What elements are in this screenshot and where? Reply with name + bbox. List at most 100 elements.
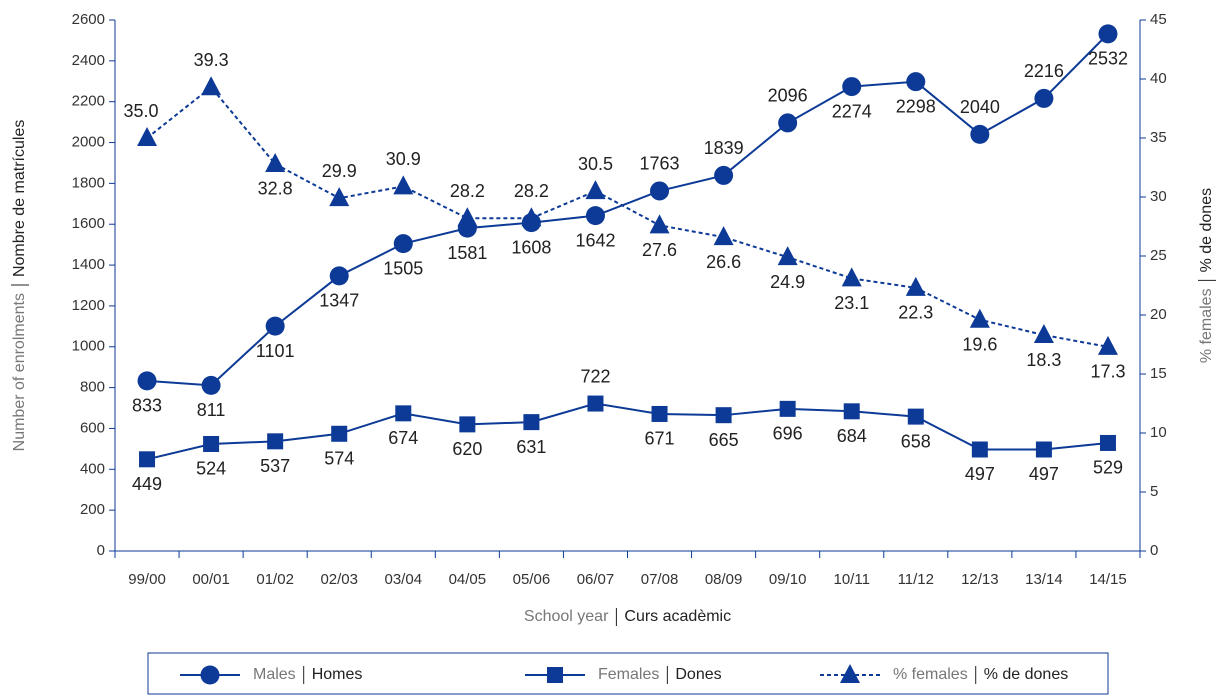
data-label: 2274 (832, 101, 872, 121)
y-tick-label: 1000 (72, 338, 105, 355)
y2-tick-label: 0 (1150, 542, 1158, 559)
x-tick-label: 05/06 (513, 571, 551, 588)
marker (777, 246, 798, 266)
marker (137, 127, 158, 146)
x-tick-label: 00/01 (192, 571, 230, 588)
marker (200, 665, 220, 685)
data-label: 674 (388, 428, 418, 448)
y-tick-label: 0 (97, 542, 105, 559)
y-tick-label: 2400 (72, 52, 105, 69)
marker (649, 214, 670, 234)
x-axis-title-en: School year (524, 608, 609, 625)
data-label: 833 (132, 396, 162, 416)
data-label: 665 (709, 430, 739, 450)
marker (779, 400, 796, 417)
y-tick-label: 2200 (72, 93, 105, 110)
data-label: 1608 (511, 237, 551, 257)
data-label: 32.8 (258, 179, 293, 199)
marker (265, 152, 286, 172)
series-line (146, 402, 1109, 461)
data-label: 537 (260, 456, 290, 476)
data-label: 2216 (1024, 61, 1064, 81)
y2-tick-label: 5 (1150, 483, 1158, 500)
data-label: 17.3 (1090, 362, 1125, 382)
marker (587, 395, 604, 412)
legend-label: % females (893, 666, 968, 683)
y2-axis-title-ca: % de dones (1198, 188, 1215, 273)
marker (585, 180, 606, 200)
legend-label-ca: Dones (675, 666, 721, 683)
data-label: 497 (1029, 464, 1059, 484)
data-label: 684 (837, 426, 867, 446)
y-tick-label: 2000 (72, 134, 105, 151)
x-axis-title-ca: Curs acadèmic (624, 608, 731, 625)
x-tick-label: 09/10 (769, 571, 807, 588)
marker (650, 181, 670, 201)
x-tick-label: 07/08 (641, 571, 679, 588)
data-label: 1505 (383, 258, 423, 278)
y2-axis-title-en: % females (1198, 288, 1215, 363)
marker (201, 76, 222, 96)
legend-label: Females (598, 666, 659, 683)
data-label: 27.6 (642, 240, 677, 260)
x-tick-label: 03/04 (385, 571, 423, 588)
y-tick-label: 1200 (72, 297, 105, 314)
data-label: 1101 (256, 341, 295, 361)
y-tick-label: 400 (80, 460, 105, 477)
data-label: 30.9 (386, 149, 421, 169)
data-label: 658 (901, 431, 931, 451)
data-label: 30.5 (578, 154, 613, 174)
data-label: 1347 (319, 291, 359, 311)
y2-tick-label: 25 (1150, 247, 1167, 264)
marker (137, 371, 157, 391)
data-label: 26.6 (706, 252, 741, 272)
data-label: 28.2 (450, 181, 485, 201)
data-label: 696 (773, 424, 803, 444)
marker (1033, 324, 1054, 344)
y2-tick-label: 40 (1150, 70, 1167, 87)
marker (714, 165, 734, 185)
legend-label-ca: Homes (312, 666, 363, 683)
data-label: 2040 (960, 97, 1000, 117)
marker (840, 664, 860, 683)
marker (521, 207, 542, 227)
data-label: 1581 (447, 243, 487, 263)
marker (1099, 434, 1116, 451)
series-line (146, 33, 1109, 387)
data-label: 1763 (640, 154, 680, 174)
data-label: 22.3 (898, 303, 933, 323)
x-tick-label: 02/03 (320, 571, 358, 588)
marker (1035, 441, 1052, 458)
y-tick-label: 600 (80, 419, 105, 436)
legend-box (147, 652, 1109, 695)
marker (1098, 24, 1118, 44)
y2-tick-label: 45 (1150, 11, 1167, 28)
marker (203, 435, 220, 452)
data-label: 23.1 (834, 293, 869, 313)
data-label: 28.2 (514, 181, 549, 201)
data-label: 524 (196, 459, 226, 479)
marker (547, 667, 563, 683)
marker (905, 276, 926, 296)
marker (523, 414, 540, 431)
data-label: 1839 (704, 138, 744, 158)
x-tick-label: 04/05 (449, 571, 487, 588)
data-label: 18.3 (1026, 350, 1061, 370)
marker (970, 124, 990, 144)
data-label: 811 (197, 400, 226, 420)
y-tick-label: 1800 (72, 174, 105, 191)
marker (841, 267, 862, 287)
x-tick-label: 08/09 (705, 571, 743, 588)
y-axis-title-en: Number of enrolments (11, 293, 28, 451)
marker (139, 451, 156, 468)
marker (267, 433, 284, 450)
data-label: 449 (132, 474, 162, 494)
y-axis-title: Number of enrolments Nombre de matrícules (11, 120, 29, 451)
x-tick-label: 01/02 (256, 571, 294, 588)
data-label: 497 (965, 464, 995, 484)
y2-tick-label: 35 (1150, 129, 1167, 146)
y2-tick-label: 30 (1150, 188, 1167, 205)
marker (715, 407, 732, 424)
data-label: 671 (645, 429, 675, 449)
